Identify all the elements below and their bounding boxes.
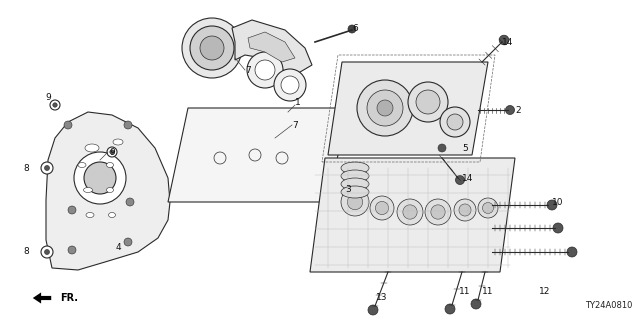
Ellipse shape [341,170,369,182]
Ellipse shape [109,212,115,218]
Circle shape [445,304,455,314]
Text: 12: 12 [540,287,550,297]
Ellipse shape [341,162,369,174]
Circle shape [200,36,224,60]
Circle shape [341,188,369,216]
Circle shape [348,194,363,210]
Polygon shape [310,158,515,272]
Text: 8: 8 [23,164,29,172]
Text: 1: 1 [295,98,301,107]
Ellipse shape [83,188,93,193]
Circle shape [403,205,417,219]
Polygon shape [248,32,295,62]
Circle shape [126,198,134,206]
Circle shape [499,35,509,45]
Polygon shape [168,108,348,202]
Circle shape [68,246,76,254]
Circle shape [41,162,53,174]
Circle shape [483,203,493,213]
Circle shape [68,206,76,214]
Ellipse shape [86,212,94,218]
Text: 4: 4 [115,244,121,252]
Ellipse shape [85,144,99,152]
Text: 11: 11 [460,287,471,297]
Text: 2: 2 [515,106,521,115]
Text: 14: 14 [462,173,474,182]
Circle shape [50,100,60,110]
Circle shape [478,198,498,218]
Circle shape [416,90,440,114]
Text: 7: 7 [245,66,251,75]
Circle shape [182,18,242,78]
Polygon shape [46,112,170,270]
Circle shape [553,223,563,233]
Text: 6: 6 [352,23,358,33]
Circle shape [377,100,393,116]
Text: TY24A0810: TY24A0810 [584,301,632,310]
Ellipse shape [78,163,86,167]
Circle shape [348,25,356,33]
Text: 3: 3 [345,186,351,195]
Text: 5: 5 [462,143,468,153]
Circle shape [190,26,234,70]
Circle shape [64,121,72,129]
Text: 10: 10 [552,197,564,206]
Circle shape [84,162,116,194]
Circle shape [274,69,306,101]
Circle shape [124,238,132,246]
Polygon shape [232,20,312,75]
Circle shape [357,80,413,136]
Circle shape [110,150,114,154]
Circle shape [456,175,465,185]
Circle shape [247,52,283,88]
Circle shape [124,121,132,129]
Circle shape [367,90,403,126]
Circle shape [397,199,423,225]
Ellipse shape [106,163,113,167]
Circle shape [370,196,394,220]
Circle shape [45,165,49,171]
Circle shape [447,114,463,130]
Circle shape [255,60,275,80]
Ellipse shape [106,188,113,193]
Circle shape [74,152,126,204]
Text: 11: 11 [483,287,493,297]
Polygon shape [328,62,488,155]
Circle shape [41,246,53,258]
Ellipse shape [341,178,369,190]
Circle shape [454,199,476,221]
Circle shape [567,247,577,257]
Text: 7: 7 [292,121,298,130]
Ellipse shape [341,186,369,198]
Circle shape [459,204,471,216]
Circle shape [440,107,470,137]
Circle shape [281,76,299,94]
Circle shape [547,200,557,210]
Circle shape [431,205,445,219]
Circle shape [438,144,446,152]
Circle shape [471,299,481,309]
Circle shape [506,106,515,115]
Text: 9: 9 [109,148,115,156]
Circle shape [368,305,378,315]
Circle shape [376,201,388,215]
Text: 14: 14 [502,37,514,46]
Circle shape [408,82,448,122]
FancyArrowPatch shape [33,292,51,304]
Circle shape [45,250,49,254]
Text: 9: 9 [45,93,51,102]
Circle shape [53,103,57,107]
Text: 13: 13 [376,293,388,302]
Circle shape [425,199,451,225]
Circle shape [107,147,117,157]
Ellipse shape [113,139,123,145]
Text: FR.: FR. [60,293,78,303]
Text: 8: 8 [23,247,29,257]
